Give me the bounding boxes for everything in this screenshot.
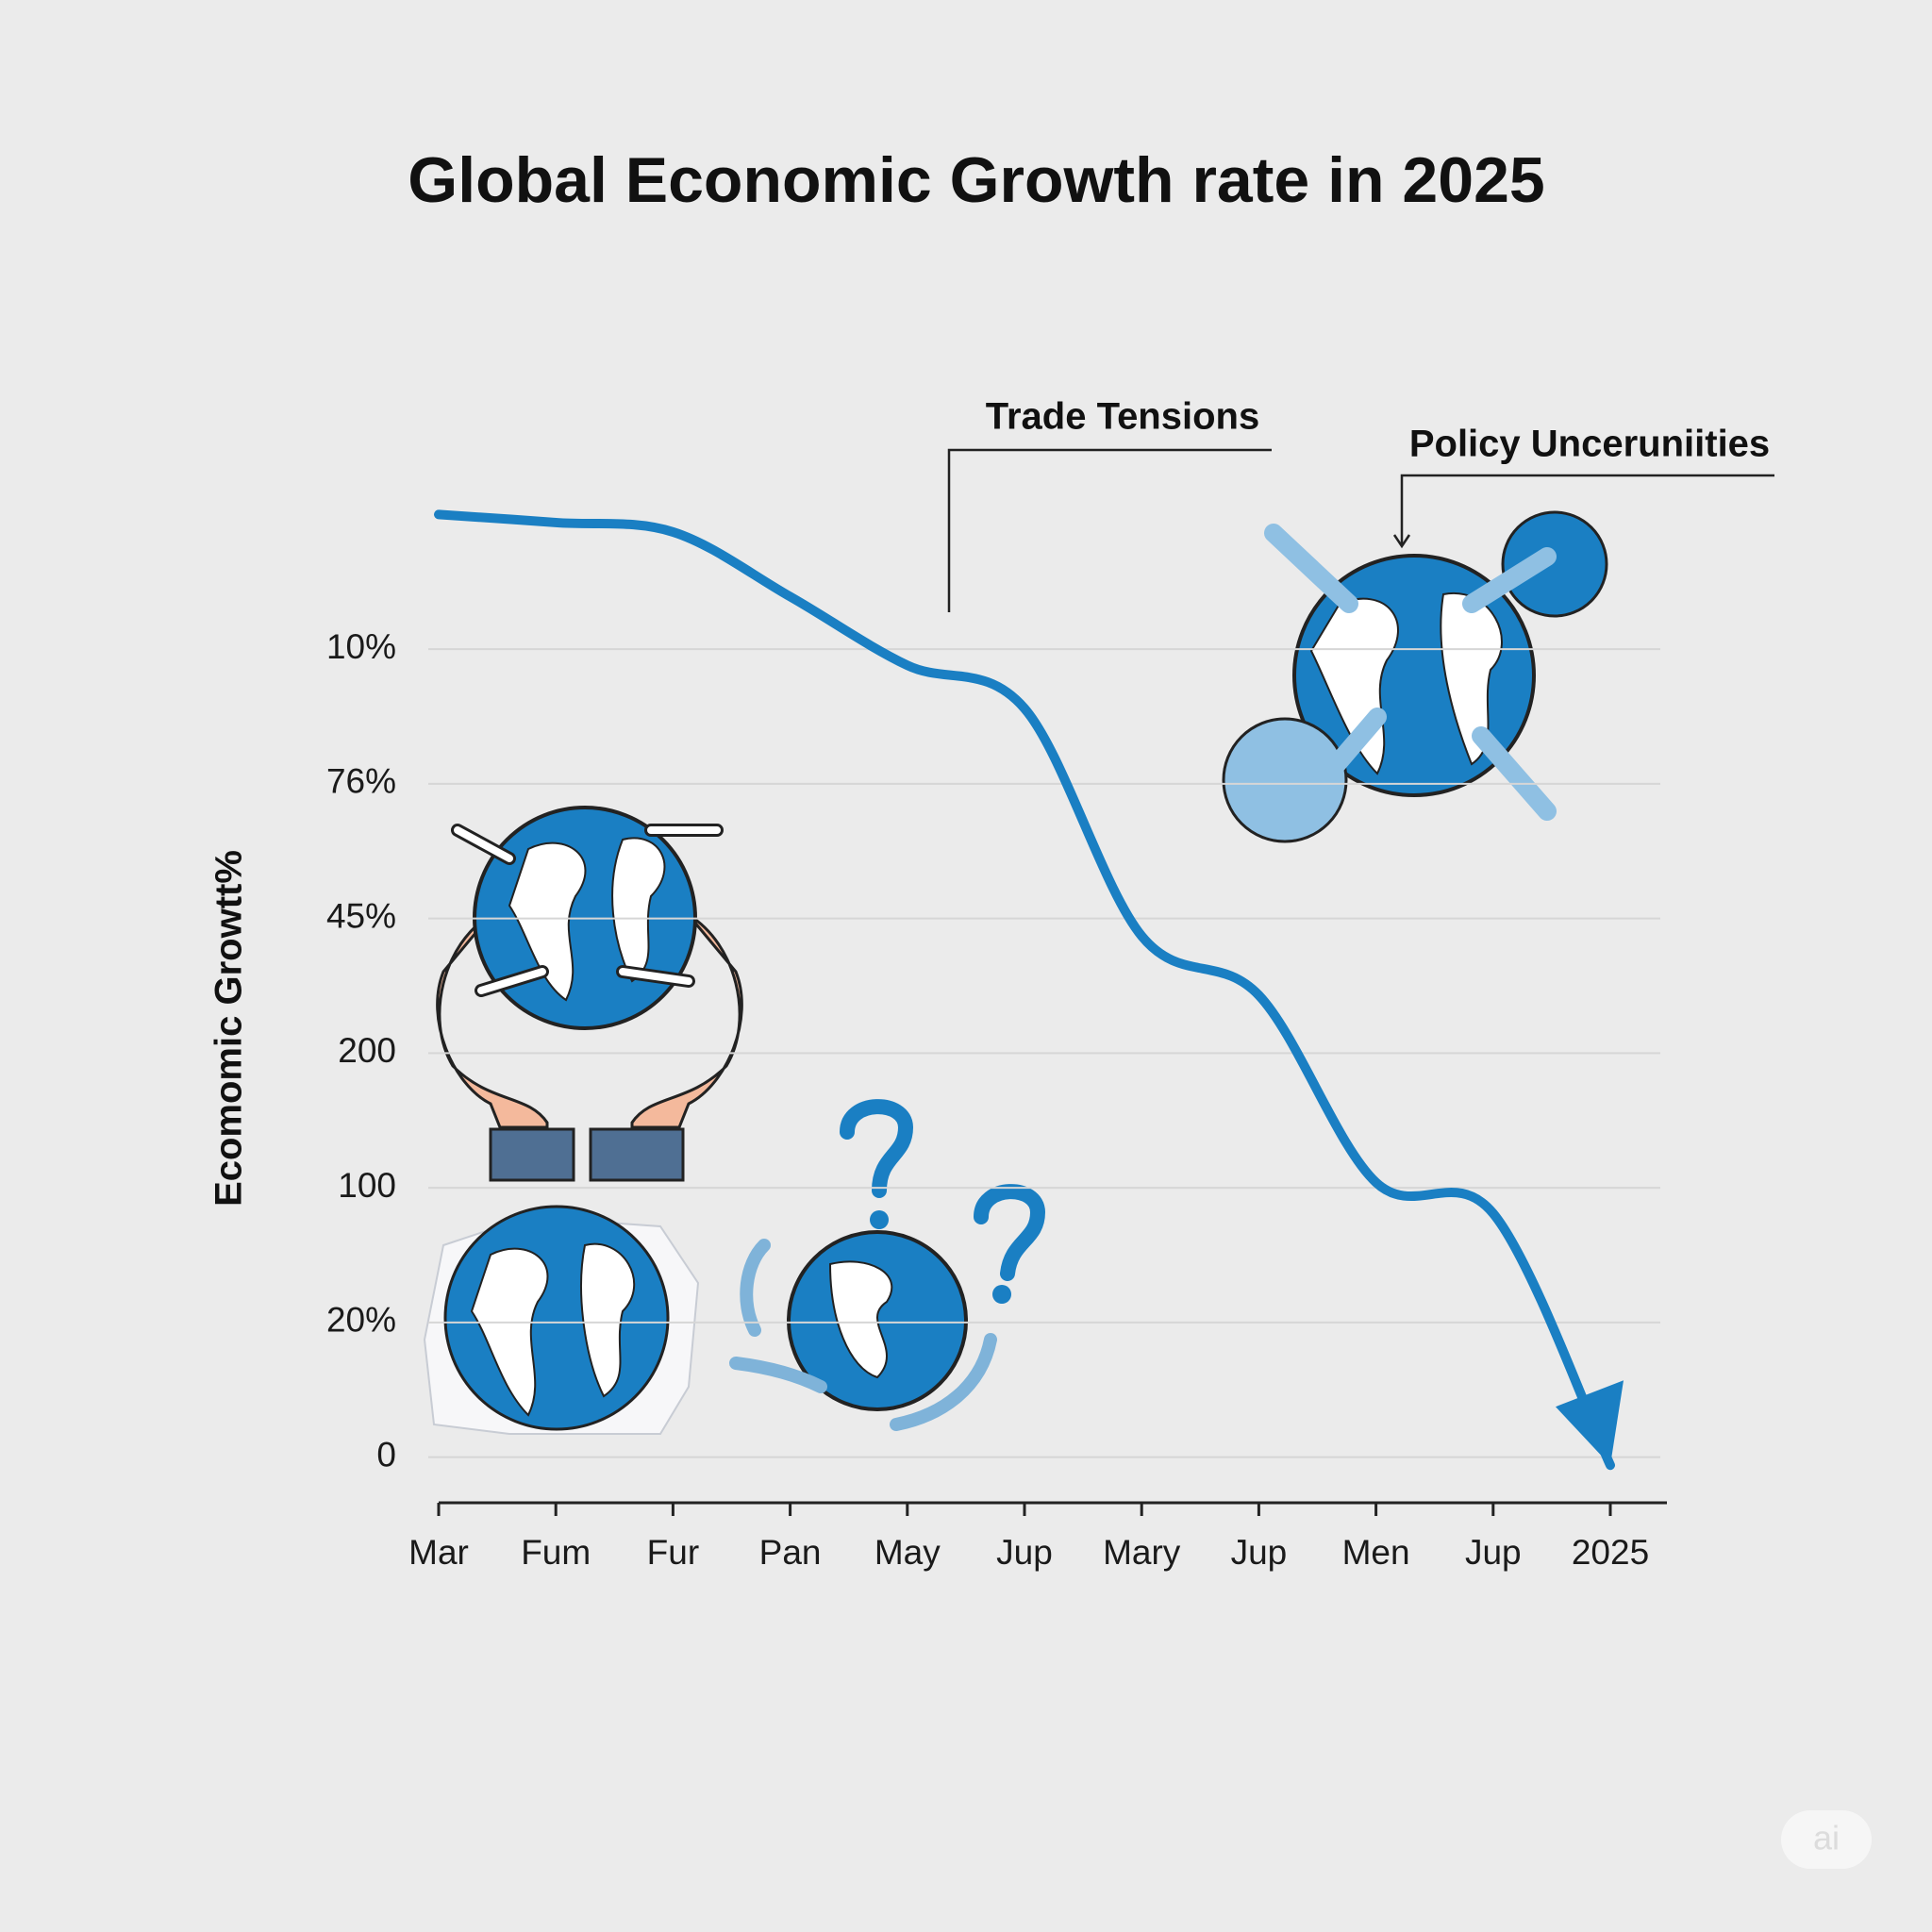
x-tick-label: Pan [759, 1533, 822, 1572]
x-tick-label: Jup [996, 1533, 1053, 1572]
x-tick-label: Mar [408, 1533, 469, 1572]
watermark: ai [1813, 1819, 1840, 1857]
illustration-trade-globe [1222, 510, 1608, 843]
annotation-leader [947, 448, 1272, 612]
annotation: Trade Tensions [986, 396, 1259, 438]
x-tick-label: Fur [647, 1533, 700, 1572]
line-arrowhead [1556, 1380, 1624, 1466]
x-tick-label: Jup [1231, 1533, 1288, 1572]
x-tick-label: May [874, 1533, 941, 1572]
x-tick-label: Fum [521, 1533, 591, 1572]
line-series [434, 509, 1615, 1471]
x-tick-label: 2025 [1572, 1533, 1649, 1572]
y-tick-label: 10% [326, 627, 396, 666]
y-axis-label: Ecomomic Growtt% [208, 850, 250, 1207]
y-tick-label: 76% [326, 762, 396, 801]
annotation: Policy Unceruniities [1409, 424, 1770, 465]
x-tick-label: Jup [1465, 1533, 1522, 1572]
x-tick-label: Men [1342, 1533, 1410, 1572]
y-tick-label: 45% [326, 896, 396, 935]
y-tick-label: 20% [326, 1301, 396, 1340]
x-tick-label: Mary [1103, 1533, 1181, 1572]
y-tick-label: 0 [376, 1435, 396, 1474]
watermark-badge [1781, 1810, 1872, 1869]
illustration-uncertain-globe [729, 1099, 1046, 1431]
chart-title: Global Economic Growth rate in 2025 [408, 144, 1544, 216]
y-tick-label: 100 [338, 1166, 396, 1205]
y-tick-label: 200 [338, 1031, 396, 1070]
illustration-torn-globe [423, 1205, 700, 1435]
annotation-leader [1392, 474, 1774, 549]
